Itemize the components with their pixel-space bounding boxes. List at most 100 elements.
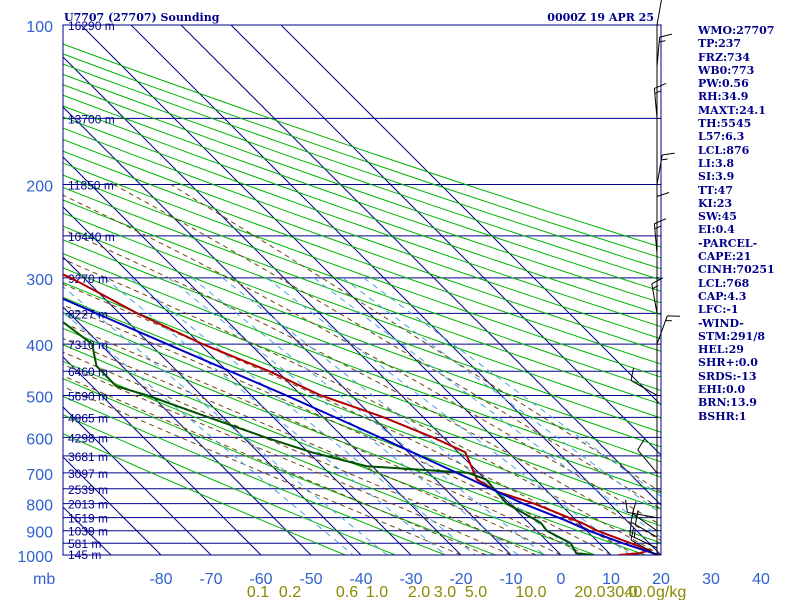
wind-barb-flag bbox=[654, 218, 667, 225]
temperature-tick-label: 0 bbox=[557, 571, 566, 588]
temperature-tick-label: -30 bbox=[399, 571, 422, 588]
mixing-ratio-tick-label: 40.0 bbox=[624, 584, 655, 600]
mixing-ratio-tick-label: 30.0 bbox=[606, 584, 637, 600]
wind-barb-half-flag bbox=[633, 531, 636, 538]
mixing-ratio-line bbox=[63, 311, 354, 555]
isotherm-line bbox=[63, 356, 262, 555]
wind-barb bbox=[637, 438, 658, 474]
moist-adiabat bbox=[63, 363, 512, 555]
dry-adiabat bbox=[63, 174, 661, 392]
dry-adiabat bbox=[63, 186, 661, 405]
index-item: PW:0.56 bbox=[698, 77, 749, 91]
mixing-ratio-line bbox=[191, 277, 545, 555]
pressure-tick-label: 1000 bbox=[17, 549, 53, 566]
dry-adiabat bbox=[63, 360, 546, 555]
temperature-tick-label: 10 bbox=[602, 571, 620, 588]
dry-adiabat bbox=[63, 344, 596, 555]
wind-barb bbox=[630, 527, 658, 556]
temperature-tick-label: 20 bbox=[652, 571, 670, 588]
height-label: 1519 m bbox=[68, 512, 108, 526]
isotherm-line bbox=[63, 406, 212, 555]
sounding-traces bbox=[63, 273, 659, 555]
pressure-tick-label: 800 bbox=[26, 498, 53, 515]
pressure-unit-label: mb bbox=[33, 571, 55, 588]
moist-adiabat bbox=[63, 375, 487, 555]
temperature-tick-label: -40 bbox=[349, 571, 372, 588]
index-item: CAP:4.3 bbox=[698, 289, 747, 303]
height-label: 8227 m bbox=[68, 307, 108, 321]
index-item: SHR+:0.0 bbox=[698, 356, 758, 370]
index-item: LCL:768 bbox=[698, 276, 750, 290]
pressure-tick-label: 600 bbox=[26, 431, 53, 448]
index-item: TT:47 bbox=[698, 183, 733, 197]
pressure-tick-label: 200 bbox=[26, 179, 53, 196]
dry-adiabat bbox=[63, 43, 661, 248]
height-label: 2013 m bbox=[68, 498, 108, 512]
height-label: 4965 m bbox=[68, 411, 108, 425]
index-item: CINH:70251 bbox=[698, 263, 775, 277]
mixing-ratio-tick-label: 0.2 bbox=[279, 584, 301, 600]
index-item: EI:0.4 bbox=[698, 223, 735, 237]
pressure-tick-label: 500 bbox=[26, 389, 53, 406]
wind-barb-flag bbox=[651, 277, 664, 285]
dry-adiabat bbox=[63, 267, 661, 494]
mixing-ratio-unit-label: g/kg bbox=[656, 584, 686, 600]
wind-barb-half-flag bbox=[654, 225, 661, 230]
wind-barb bbox=[653, 82, 667, 119]
pressure-tick-label: 700 bbox=[26, 467, 53, 484]
wind-barb-staff bbox=[627, 511, 658, 519]
isotherm-line bbox=[230, 25, 661, 456]
wind-barb-column bbox=[625, 0, 680, 556]
dry-adiabat bbox=[63, 84, 661, 292]
index-item: KI:23 bbox=[698, 196, 733, 210]
index-item: FRZ:734 bbox=[698, 50, 751, 64]
wind-barb-flag bbox=[656, 192, 670, 197]
temperature-tick-label: -20 bbox=[449, 571, 472, 588]
plot-frame bbox=[62, 24, 662, 556]
pressure-tick-label: 400 bbox=[26, 338, 53, 355]
sounding-indices-panel: WMO:27707 TP:237 FRZ:734 WB0:773 PW:0.56 RH:3… bbox=[698, 24, 775, 423]
isotherm-line bbox=[63, 206, 412, 555]
isotherm-line bbox=[130, 25, 661, 555]
height-label: 10440 m bbox=[68, 230, 115, 244]
mixing-ratio-tick-label: 1.0 bbox=[366, 584, 388, 600]
dry-adiabat bbox=[63, 281, 661, 510]
index-item: -WIND- bbox=[698, 316, 744, 330]
height-label: 7310 m bbox=[68, 338, 108, 352]
index-item: TP:237 bbox=[698, 37, 742, 51]
wind-barb bbox=[656, 192, 670, 227]
wind-barb-flag bbox=[662, 152, 675, 156]
index-item: SW:45 bbox=[698, 210, 737, 224]
mixing-ratio-line bbox=[222, 277, 580, 555]
mixing-ratio-tick-label: 5.0 bbox=[465, 584, 487, 600]
height-label: 13700 m bbox=[68, 112, 115, 126]
dry-adiabat bbox=[63, 199, 661, 419]
wind-barb-staff bbox=[630, 539, 658, 556]
wind-barb bbox=[630, 367, 658, 396]
wind-barb-half-flag bbox=[652, 285, 659, 290]
temperature-tick-label: 40 bbox=[752, 571, 770, 588]
dry-adiabat bbox=[63, 63, 661, 270]
mixing-ratio-line bbox=[313, 277, 661, 539]
index-item: CAPE:21 bbox=[698, 250, 752, 264]
parcel-trace bbox=[63, 297, 659, 555]
dry-adiabat bbox=[63, 253, 661, 478]
dry-adiabat bbox=[63, 127, 661, 340]
wind-barb-flag bbox=[630, 527, 635, 541]
dry-adiabat bbox=[63, 116, 661, 328]
dry-adiabat bbox=[63, 162, 661, 378]
moist-adiabat bbox=[113, 184, 661, 510]
pressure-tick-label: 300 bbox=[26, 272, 53, 289]
dry-adiabat bbox=[63, 105, 661, 316]
wind-barb-flag bbox=[654, 82, 667, 89]
wind-barb-half-flag bbox=[659, 40, 666, 43]
isotherm-line bbox=[280, 25, 661, 406]
wind-barb bbox=[656, 33, 673, 68]
index-item: WB0:773 bbox=[698, 63, 755, 77]
mixing-ratio-tick-label: 2.0 bbox=[408, 584, 430, 600]
wind-barb-flag bbox=[659, 33, 673, 38]
isotherm-line bbox=[180, 25, 661, 506]
index-item: BSHR:1 bbox=[698, 409, 747, 423]
index-item: STM:291/8 bbox=[698, 329, 765, 343]
wind-barb bbox=[653, 218, 667, 254]
